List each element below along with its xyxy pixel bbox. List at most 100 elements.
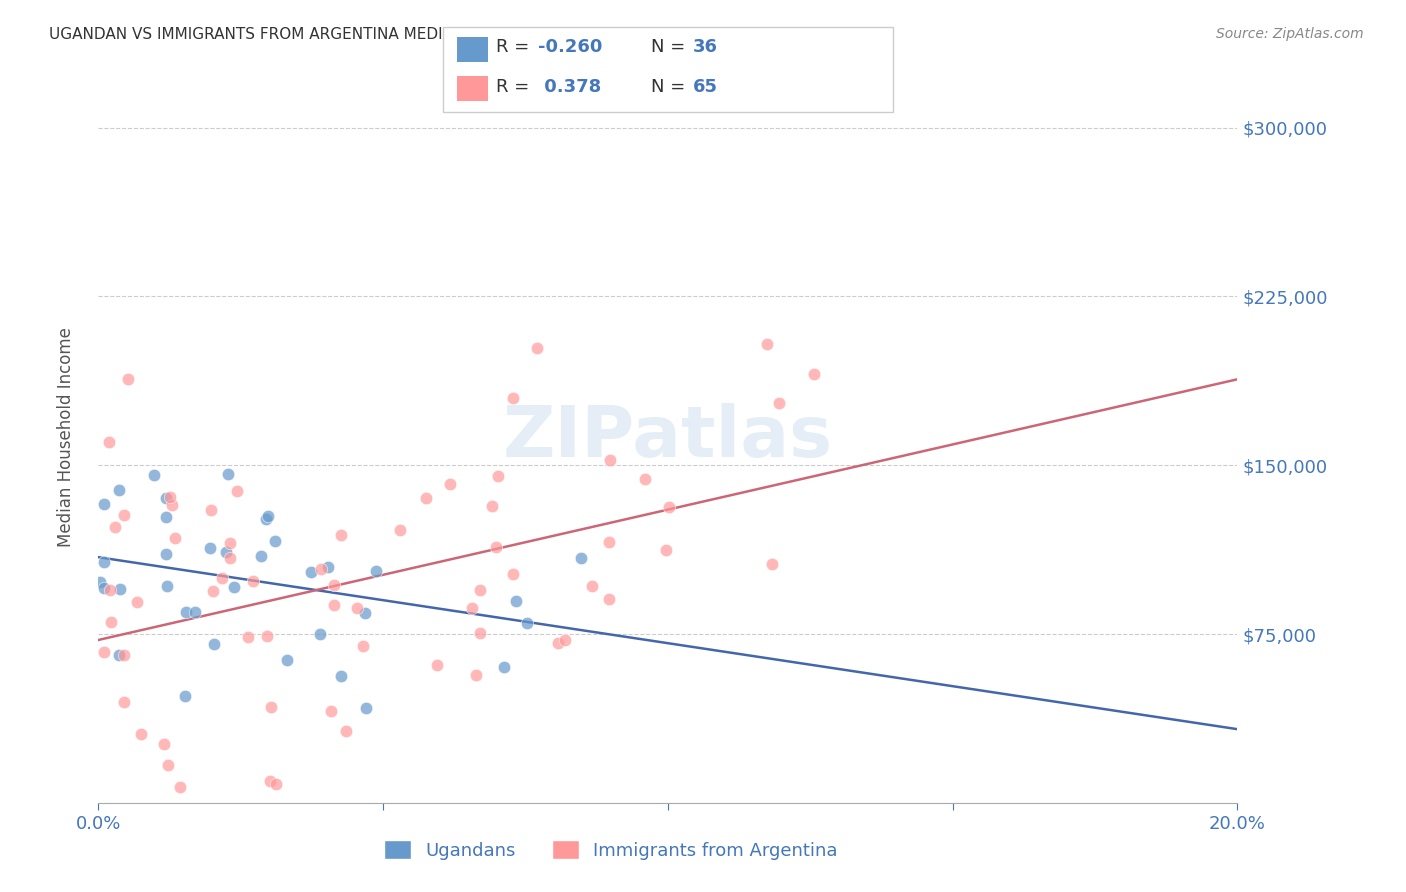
Point — [143, 468, 166, 483]
Point — [426, 657, 449, 672]
Point — [112, 648, 135, 662]
Point — [366, 564, 388, 578]
Point — [329, 527, 352, 541]
Point — [159, 490, 181, 504]
Point — [502, 567, 524, 582]
Point — [153, 737, 176, 751]
Point — [176, 606, 198, 620]
Point — [554, 633, 576, 648]
Point — [254, 511, 277, 525]
Point — [264, 533, 287, 548]
Point — [218, 535, 240, 549]
Point — [98, 435, 121, 450]
Point — [169, 780, 191, 794]
Point — [160, 498, 183, 512]
Point — [309, 561, 332, 575]
Text: 65: 65 — [693, 78, 718, 95]
Point — [486, 468, 509, 483]
Point — [93, 645, 115, 659]
Point — [803, 368, 825, 382]
Point — [470, 625, 492, 640]
Point — [658, 500, 681, 515]
Point — [318, 559, 340, 574]
Point — [470, 583, 492, 598]
Point — [322, 598, 344, 612]
Point — [108, 483, 131, 497]
Point — [768, 395, 790, 409]
Text: N =: N = — [651, 78, 690, 95]
Point — [117, 372, 139, 386]
Point — [163, 531, 186, 545]
Point — [634, 472, 657, 486]
Point — [346, 601, 368, 615]
Point — [335, 724, 357, 739]
Point — [598, 535, 620, 549]
Point — [257, 509, 280, 524]
Point — [200, 503, 222, 517]
Point — [415, 491, 437, 506]
Point — [461, 601, 484, 615]
Point — [481, 499, 503, 513]
Point — [299, 565, 322, 579]
Point — [98, 583, 121, 598]
Point — [156, 579, 179, 593]
Point — [129, 726, 152, 740]
Point — [516, 615, 538, 630]
Point — [202, 637, 225, 651]
Point — [93, 555, 115, 569]
Point — [155, 510, 177, 524]
Point — [93, 581, 115, 595]
Point — [242, 574, 264, 589]
Point — [104, 520, 127, 534]
Text: 36: 36 — [693, 38, 718, 56]
Point — [598, 591, 620, 606]
Point — [93, 497, 115, 511]
Point — [155, 491, 177, 506]
Text: N =: N = — [651, 38, 690, 56]
Point — [198, 541, 221, 555]
Point — [439, 477, 461, 491]
Point — [256, 629, 278, 643]
Point — [173, 689, 195, 703]
Point — [319, 704, 342, 718]
Point — [276, 653, 298, 667]
Point — [571, 550, 593, 565]
Point — [127, 595, 149, 609]
Point — [388, 524, 411, 538]
Point — [112, 508, 135, 523]
Point — [330, 669, 353, 683]
Text: UGANDAN VS IMMIGRANTS FROM ARGENTINA MEDIAN HOUSEHOLD INCOME CORRELATION CHART: UGANDAN VS IMMIGRANTS FROM ARGENTINA MED… — [49, 27, 803, 42]
Point — [108, 582, 131, 597]
Point — [89, 574, 111, 589]
Point — [249, 549, 271, 564]
Point — [202, 583, 225, 598]
Point — [581, 579, 603, 593]
Point — [184, 605, 207, 619]
Point — [494, 660, 516, 674]
Point — [155, 547, 177, 561]
Point — [655, 543, 678, 558]
Text: ZIPatlas: ZIPatlas — [503, 402, 832, 472]
Point — [224, 580, 246, 594]
Y-axis label: Median Household Income: Median Household Income — [56, 327, 75, 547]
Point — [322, 578, 344, 592]
Point — [502, 391, 524, 405]
Text: -0.260: -0.260 — [538, 38, 603, 56]
Point — [157, 758, 180, 772]
Point — [464, 667, 486, 681]
Point — [236, 630, 259, 644]
Text: R =: R = — [496, 78, 536, 95]
Text: R =: R = — [496, 38, 536, 56]
Point — [260, 700, 283, 714]
Point — [526, 341, 548, 355]
Point — [226, 483, 249, 498]
Point — [215, 545, 238, 559]
Point — [352, 639, 374, 653]
Point — [756, 337, 779, 351]
Point — [354, 606, 377, 620]
Point — [211, 571, 233, 585]
Point — [218, 551, 240, 566]
Point — [309, 627, 332, 641]
Point — [354, 701, 377, 715]
Legend: Ugandans, Immigrants from Argentina: Ugandans, Immigrants from Argentina — [377, 833, 845, 867]
